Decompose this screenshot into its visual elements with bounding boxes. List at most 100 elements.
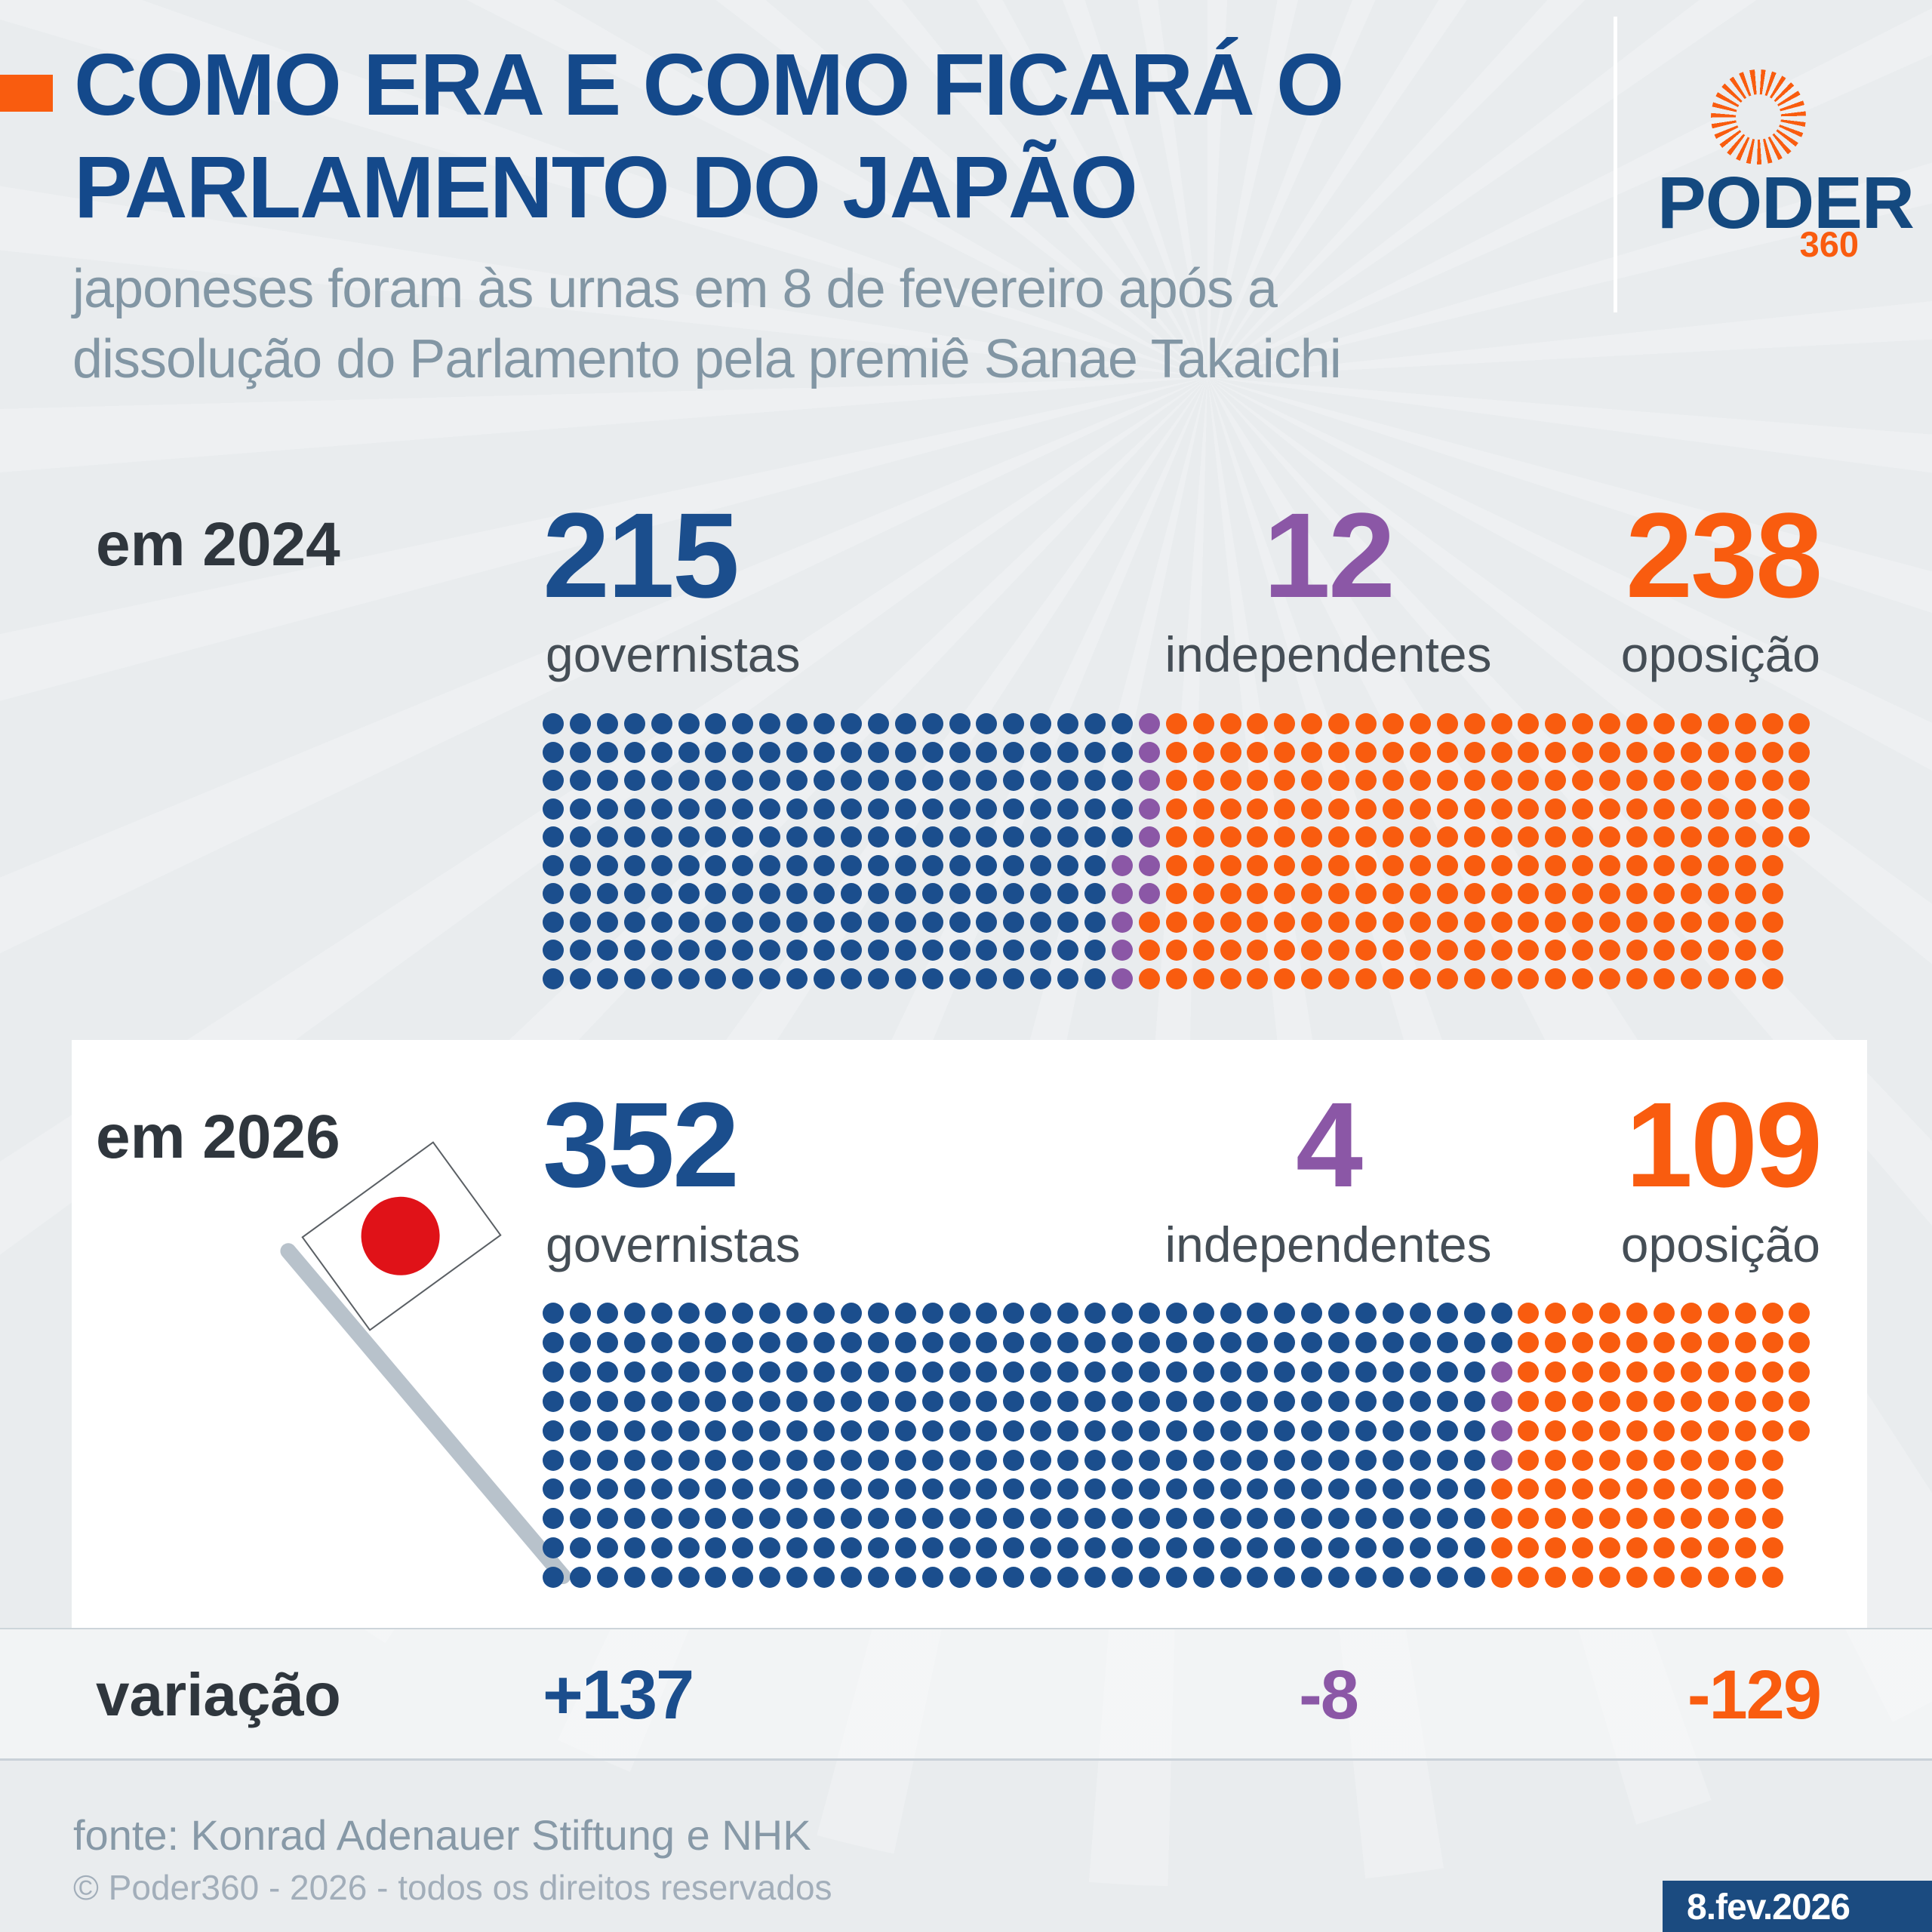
seat-dot (1003, 826, 1025, 848)
seat-dot (1301, 854, 1323, 876)
seat-dot (1247, 713, 1269, 734)
seat-dot (1491, 968, 1512, 989)
seat-dot (1572, 826, 1594, 848)
seat-dot (1165, 770, 1187, 791)
seat-dot (623, 798, 645, 820)
seat-dot (596, 854, 618, 876)
seat-dot (1734, 826, 1756, 848)
variation-band (0, 1628, 1932, 1761)
seat-dot (543, 798, 564, 820)
seat-dot (1355, 968, 1377, 989)
seat-dot (1626, 770, 1647, 791)
seat-dot (1545, 911, 1567, 933)
seat-dot (569, 968, 591, 989)
seat-dot (1084, 854, 1106, 876)
seat-dot (1355, 911, 1377, 933)
seat-dot (1138, 883, 1160, 904)
seat-dot (1653, 770, 1675, 791)
seat-dot (651, 854, 672, 876)
seat-dot (1220, 883, 1241, 904)
seat-dot (1328, 854, 1350, 876)
seat-dot (569, 911, 591, 933)
seat-dot (814, 713, 835, 734)
seat-dot (1491, 940, 1512, 961)
seat-dot (678, 798, 700, 820)
seat-dot (1626, 713, 1647, 734)
seat-dot (1138, 940, 1160, 961)
seat-dot (623, 883, 645, 904)
seat-dot (1382, 968, 1404, 989)
variation-label: variação (96, 1661, 341, 1728)
seat-dot (1084, 798, 1106, 820)
seat-dot (1030, 826, 1052, 848)
seat-dot (1463, 713, 1485, 734)
seat-dot (1653, 826, 1675, 848)
seat-dot (1301, 826, 1323, 848)
ind-value-2024: 12 (1263, 488, 1395, 623)
seat-dot (651, 798, 672, 820)
seat-dot (1491, 854, 1512, 876)
seat-dot (1680, 940, 1702, 961)
seat-dot (1572, 798, 1594, 820)
seat-dot (1653, 911, 1675, 933)
seat-dot (1057, 798, 1079, 820)
seat-dot (732, 713, 754, 734)
seat-dot (1274, 883, 1296, 904)
seat-dot (1247, 883, 1269, 904)
seat-dot (1382, 854, 1404, 876)
seat-dot (1491, 826, 1512, 848)
seat-dot (1734, 741, 1756, 763)
seat-dot (759, 883, 781, 904)
seat-dot (543, 854, 564, 876)
seat-dot (1572, 968, 1594, 989)
seat-dot (1057, 883, 1079, 904)
seat-dot (1572, 854, 1594, 876)
seat-dot (1138, 770, 1160, 791)
seat-dot (814, 826, 835, 848)
seat-dot (543, 968, 564, 989)
seat-dot (1111, 968, 1133, 989)
seat-dot (976, 883, 998, 904)
seat-dot (1761, 883, 1783, 904)
seat-dot (1626, 798, 1647, 820)
seat-dot (1409, 968, 1431, 989)
seat-dot (1382, 798, 1404, 820)
variation-opp: -129 (1687, 1657, 1822, 1734)
seat-dot (678, 826, 700, 848)
seat-dot (1111, 770, 1133, 791)
seat-dot (894, 741, 916, 763)
seat-dot (1274, 854, 1296, 876)
seat-dot (1680, 883, 1702, 904)
seat-dot (840, 798, 862, 820)
seat-dot (1789, 826, 1810, 848)
seat-dot (1192, 770, 1214, 791)
seat-dot (1192, 826, 1214, 848)
seat-dot (651, 883, 672, 904)
seat-dot (1518, 741, 1540, 763)
seat-dot (921, 741, 943, 763)
seat-dot (1165, 883, 1187, 904)
seat-dot (840, 968, 862, 989)
seat-dot (1409, 940, 1431, 961)
seat-dot (1003, 883, 1025, 904)
seat-dot (894, 940, 916, 961)
seat-dot (1761, 911, 1783, 933)
copyright-notice: © Poder360 - 2026 - todos os direitos re… (73, 1868, 832, 1907)
seat-dot (840, 854, 862, 876)
seat-dot (1328, 940, 1350, 961)
seat-dot (1030, 883, 1052, 904)
seat-dot (1734, 968, 1756, 989)
seat-dot (569, 770, 591, 791)
seat-dot (1138, 968, 1160, 989)
seat-dot (1355, 854, 1377, 876)
seat-dot (705, 798, 727, 820)
seat-dot (705, 741, 727, 763)
seat-dot (705, 854, 727, 876)
seat-dot (949, 798, 971, 820)
seat-dot (1518, 713, 1540, 734)
seat-dot (976, 968, 998, 989)
seat-dot (1734, 770, 1756, 791)
seat-dot (759, 741, 781, 763)
seat-dot (596, 883, 618, 904)
seat-dot (1220, 854, 1241, 876)
